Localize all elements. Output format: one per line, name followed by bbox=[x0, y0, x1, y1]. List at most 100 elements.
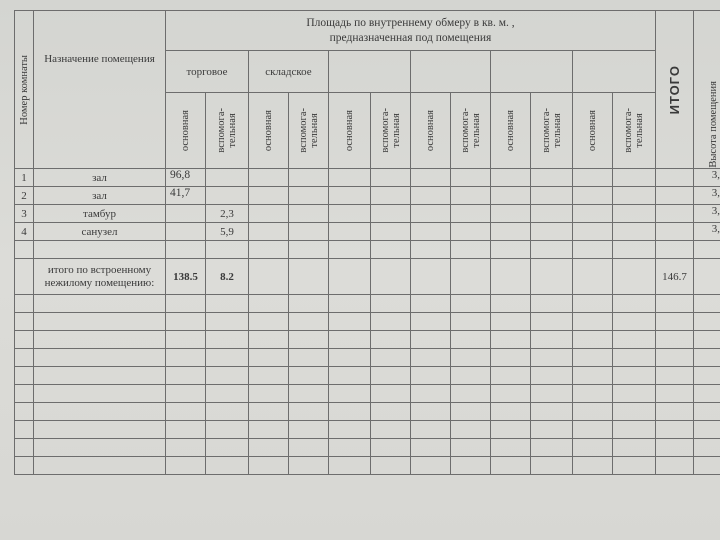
empty-cell bbox=[450, 348, 491, 367]
empty-cell bbox=[410, 348, 451, 367]
empty-cell bbox=[288, 456, 329, 475]
empty-cell bbox=[328, 240, 371, 259]
room-number: 1 bbox=[14, 168, 34, 187]
empty-cell bbox=[248, 258, 289, 295]
empty-cell bbox=[572, 258, 613, 295]
empty-cell bbox=[693, 240, 720, 259]
empty-cell bbox=[693, 294, 720, 313]
empty-cell bbox=[370, 222, 411, 241]
empty-cell bbox=[450, 204, 491, 223]
empty-cell bbox=[205, 312, 249, 331]
empty-cell bbox=[572, 186, 613, 205]
empty-cell bbox=[248, 366, 289, 385]
area-aux bbox=[205, 186, 249, 205]
empty-cell bbox=[490, 366, 531, 385]
empty-cell bbox=[530, 294, 573, 313]
empty-cell bbox=[328, 420, 371, 439]
empty-cell bbox=[490, 312, 531, 331]
header-area-title: Площадь по внутреннему обмеру в кв. м. ,… bbox=[165, 10, 656, 51]
empty-cell bbox=[370, 420, 411, 439]
empty-cell bbox=[248, 222, 289, 241]
empty-cell bbox=[288, 222, 329, 241]
empty-cell bbox=[693, 258, 720, 295]
empty-cell bbox=[693, 402, 720, 421]
total-row: итого по встроенному нежилому помещению:… bbox=[14, 258, 720, 295]
empty-cell bbox=[655, 312, 694, 331]
empty-cell bbox=[205, 330, 249, 349]
empty-cell bbox=[288, 204, 329, 223]
empty-cell bbox=[410, 384, 451, 403]
empty-cell bbox=[450, 186, 491, 205]
empty-cell bbox=[370, 348, 411, 367]
header-purpose: Назначение помещения bbox=[33, 10, 166, 169]
subheader-main: основная bbox=[572, 92, 613, 169]
header-height: Высота помещения bbox=[693, 10, 720, 169]
subheader-aux: вспомога- тельная bbox=[370, 92, 411, 169]
empty-cell bbox=[14, 402, 34, 421]
empty-cell bbox=[410, 168, 451, 187]
empty-cell bbox=[490, 222, 531, 241]
empty-cell bbox=[328, 186, 371, 205]
area-main: 96,8 bbox=[165, 168, 206, 187]
empty-cell bbox=[410, 258, 451, 295]
empty-cell bbox=[693, 348, 720, 367]
empty-cell bbox=[328, 222, 371, 241]
empty-cell bbox=[205, 366, 249, 385]
category-empty bbox=[490, 50, 573, 93]
empty-cell bbox=[490, 420, 531, 439]
empty-cell bbox=[410, 312, 451, 331]
empty-cell bbox=[410, 438, 451, 457]
empty-cell bbox=[328, 258, 371, 295]
empty-cell bbox=[288, 240, 329, 259]
subheader-main: основная bbox=[248, 92, 289, 169]
table-row: 3 тамбур 2,3 3,20 bbox=[14, 204, 720, 223]
empty-cell bbox=[655, 366, 694, 385]
empty-cell bbox=[612, 384, 656, 403]
empty-cell bbox=[370, 258, 411, 295]
subheader-main: основная bbox=[490, 92, 531, 169]
empty-cell bbox=[205, 456, 249, 475]
empty-cell bbox=[655, 186, 694, 205]
subheader-aux: вспомога- тельная bbox=[612, 92, 656, 169]
empty-cell bbox=[370, 312, 411, 331]
subheader-aux: вспомога- тельная bbox=[205, 92, 249, 169]
empty-cell bbox=[248, 402, 289, 421]
empty-cell bbox=[248, 240, 289, 259]
empty-cell bbox=[410, 330, 451, 349]
empty-cell bbox=[288, 348, 329, 367]
empty-cell bbox=[205, 384, 249, 403]
empty-cell bbox=[612, 222, 656, 241]
empty-cell bbox=[490, 204, 531, 223]
empty-cell bbox=[14, 330, 34, 349]
empty-cell bbox=[572, 384, 613, 403]
empty-cell bbox=[328, 402, 371, 421]
empty-cell bbox=[693, 420, 720, 439]
empty-cell bbox=[612, 168, 656, 187]
empty-cell bbox=[370, 330, 411, 349]
empty-cell bbox=[165, 456, 206, 475]
empty-cell bbox=[33, 330, 166, 349]
category-empty bbox=[572, 50, 656, 93]
empty-cell bbox=[450, 402, 491, 421]
empty-cell bbox=[612, 294, 656, 313]
empty-cell bbox=[450, 258, 491, 295]
empty-cell bbox=[612, 204, 656, 223]
empty-cell bbox=[450, 438, 491, 457]
table-row-empty bbox=[14, 366, 720, 385]
subheader-main: основная bbox=[410, 92, 451, 169]
empty-cell bbox=[328, 384, 371, 403]
empty-cell bbox=[370, 294, 411, 313]
empty-cell bbox=[530, 348, 573, 367]
empty-cell bbox=[370, 384, 411, 403]
empty-cell bbox=[490, 294, 531, 313]
category-empty bbox=[410, 50, 491, 93]
empty-cell bbox=[655, 204, 694, 223]
subheader-aux: вспомога- тельная bbox=[450, 92, 491, 169]
empty-cell bbox=[328, 294, 371, 313]
table-row-empty bbox=[14, 240, 720, 259]
empty-cell bbox=[530, 204, 573, 223]
empty-cell bbox=[612, 420, 656, 439]
room-height: 3,20 bbox=[693, 222, 720, 241]
empty-cell bbox=[328, 366, 371, 385]
empty-cell bbox=[165, 348, 206, 367]
